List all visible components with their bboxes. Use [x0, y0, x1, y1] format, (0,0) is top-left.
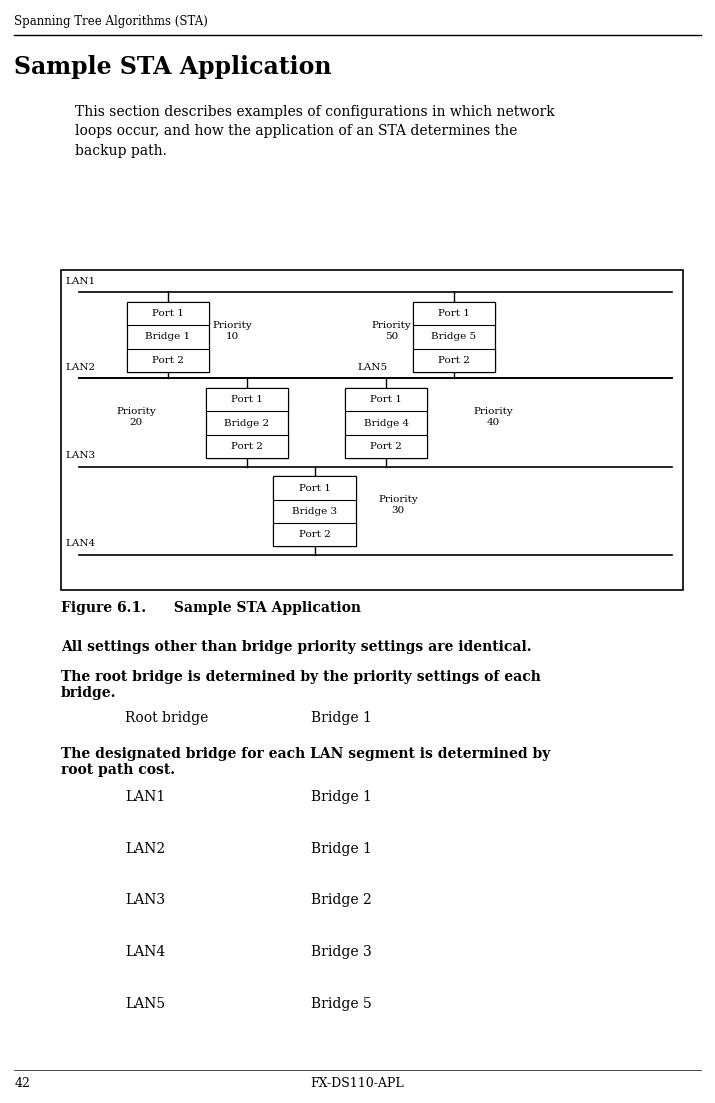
Text: LAN3: LAN3	[125, 893, 165, 908]
Text: Port 2: Port 2	[438, 355, 470, 365]
Text: Bridge 2: Bridge 2	[311, 893, 372, 908]
Text: Figure 6.1.  Sample STA Application: Figure 6.1. Sample STA Application	[61, 601, 361, 615]
Text: The designated bridge for each LAN segment is determined by
root path cost.: The designated bridge for each LAN segme…	[61, 747, 550, 777]
Bar	[61, 270, 683, 590]
Text: Port 1: Port 1	[370, 395, 402, 405]
Text: FX-DS110-APL: FX-DS110-APL	[311, 1077, 404, 1090]
Text: LAN1: LAN1	[66, 277, 96, 286]
Text: LAN5: LAN5	[358, 363, 388, 372]
Text: Priority
20: Priority 20	[116, 407, 156, 427]
Text: LAN4: LAN4	[66, 539, 96, 548]
Bar	[127, 349, 209, 372]
Text: Bridge 3: Bridge 3	[311, 945, 372, 960]
Text: Sample STA Application: Sample STA Application	[14, 55, 332, 79]
Text: Priority
40: Priority 40	[473, 407, 513, 427]
Bar	[273, 523, 355, 546]
Text: Bridge 5: Bridge 5	[431, 332, 477, 342]
Text: LAN3: LAN3	[66, 451, 96, 460]
Bar	[206, 388, 287, 411]
Text: Bridge 1: Bridge 1	[311, 842, 372, 856]
Text: LAN2: LAN2	[125, 842, 165, 856]
Bar	[413, 302, 495, 372]
Text: Bridge 3: Bridge 3	[292, 506, 337, 516]
Bar	[345, 388, 427, 458]
Text: Bridge 1: Bridge 1	[311, 711, 372, 726]
Text: Root bridge: Root bridge	[125, 711, 209, 726]
Text: Port 1: Port 1	[299, 483, 330, 493]
Text: Bridge 1: Bridge 1	[145, 332, 191, 342]
Bar	[206, 435, 287, 458]
Bar	[273, 476, 355, 546]
Text: LAN4: LAN4	[125, 945, 165, 960]
Text: Port 2: Port 2	[299, 529, 330, 539]
Text: Port 2: Port 2	[152, 355, 184, 365]
Text: Port 1: Port 1	[438, 309, 470, 319]
Bar	[127, 302, 209, 372]
Text: Bridge 5: Bridge 5	[311, 997, 372, 1011]
Text: Bridge 2: Bridge 2	[224, 418, 270, 428]
Text: Priority
10: Priority 10	[212, 321, 252, 341]
Text: The root bridge is determined by the priority settings of each
bridge.: The root bridge is determined by the pri…	[61, 670, 541, 699]
Text: Priority
30: Priority 30	[378, 495, 418, 515]
Text: LAN1: LAN1	[125, 790, 165, 804]
Text: Port 2: Port 2	[370, 441, 402, 451]
Text: Spanning Tree Algorithms (STA): Spanning Tree Algorithms (STA)	[14, 14, 208, 28]
Text: Port 1: Port 1	[152, 309, 184, 319]
Text: LAN2: LAN2	[66, 363, 96, 372]
Bar	[413, 302, 495, 325]
Text: Port 1: Port 1	[231, 395, 262, 405]
Bar	[345, 435, 427, 458]
Text: Port 2: Port 2	[231, 441, 262, 451]
Text: LAN5: LAN5	[125, 997, 165, 1011]
Bar	[345, 388, 427, 411]
Bar	[206, 388, 287, 458]
Text: This section describes examples of configurations in which network
loops occur, : This section describes examples of confi…	[75, 105, 555, 158]
Bar	[127, 302, 209, 325]
Bar	[273, 476, 355, 500]
Text: All settings other than bridge priority settings are identical.: All settings other than bridge priority …	[61, 640, 531, 654]
Bar	[413, 349, 495, 372]
Text: Bridge 4: Bridge 4	[363, 418, 409, 428]
Text: Priority
50: Priority 50	[372, 321, 412, 341]
Text: Bridge 1: Bridge 1	[311, 790, 372, 804]
Text: 42: 42	[14, 1077, 30, 1090]
